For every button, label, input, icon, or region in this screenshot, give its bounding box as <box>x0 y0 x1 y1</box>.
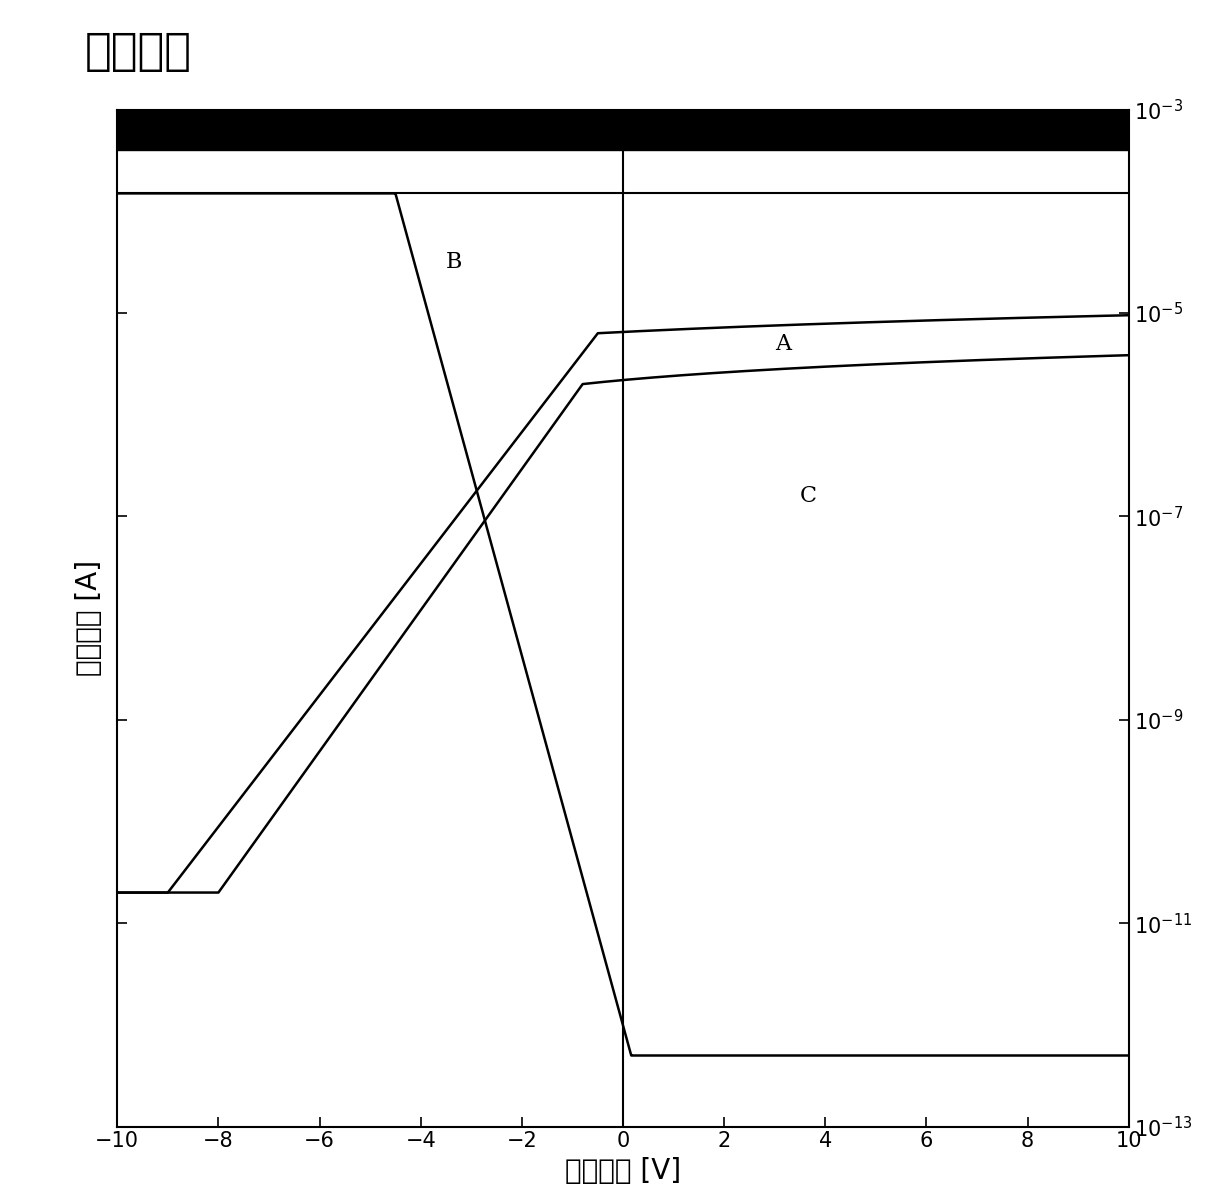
X-axis label: 栅极电压 [V]: 栅极电压 [V] <box>565 1157 681 1184</box>
Text: C: C <box>800 485 817 508</box>
Text: B: B <box>447 251 462 274</box>
Text: A: A <box>775 332 791 354</box>
Y-axis label: 漏极电流 [A]: 漏极电流 [A] <box>75 560 104 676</box>
Text: 现有技术: 现有技术 <box>84 30 192 73</box>
